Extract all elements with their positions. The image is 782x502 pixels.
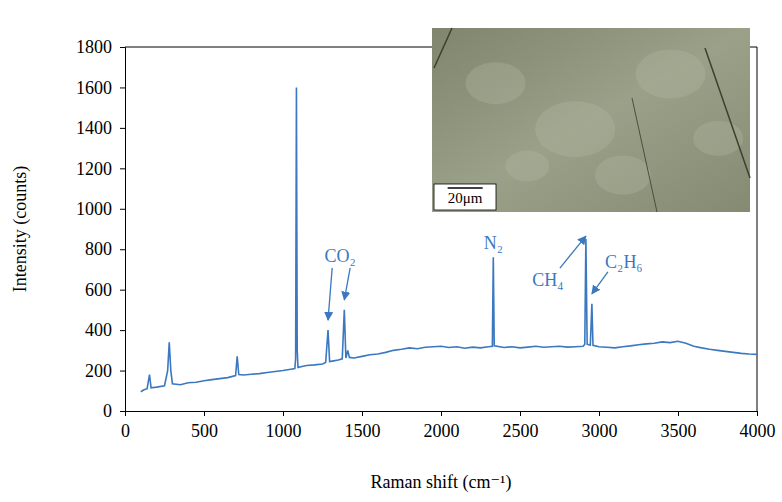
x-tick: 2000 bbox=[424, 411, 460, 441]
y-tick: 200 bbox=[85, 361, 125, 381]
inset-image bbox=[432, 28, 750, 212]
inset-crack bbox=[434, 28, 452, 68]
annotation-label: N₂ bbox=[484, 233, 503, 253]
x-axis: 0 500 1000 1500 2000 2500 3000 3500 4000 bbox=[121, 411, 776, 441]
y-tick: 600 bbox=[85, 280, 125, 300]
y-tick: 1000 bbox=[76, 199, 125, 219]
y-tick: 0 bbox=[103, 401, 125, 421]
scale-bar-box bbox=[434, 184, 496, 210]
inset-crack bbox=[705, 48, 750, 178]
y-tick-mark bbox=[120, 330, 125, 331]
x-tick: 1000 bbox=[266, 411, 302, 441]
annotation-arrow bbox=[592, 272, 608, 294]
inset-texture bbox=[535, 101, 615, 157]
x-tick-mark bbox=[204, 411, 205, 416]
y-tick-label: 1800 bbox=[76, 37, 112, 57]
x-axis-line bbox=[126, 412, 758, 417]
y-tick-mark bbox=[120, 371, 125, 372]
y-tick-label: 1200 bbox=[76, 159, 112, 179]
x-tick-label: 1000 bbox=[266, 421, 302, 441]
annotation-label: CO₂ bbox=[325, 246, 356, 266]
annotation-label: CH₄ bbox=[532, 270, 563, 290]
x-tick-label: 1500 bbox=[345, 421, 381, 441]
annotation-label: C₂H₆ bbox=[605, 252, 643, 272]
inset: 20μm bbox=[432, 28, 750, 212]
annotation-arrow bbox=[560, 236, 586, 268]
y-tick-label: 800 bbox=[85, 239, 112, 259]
x-tick-mark bbox=[441, 411, 442, 416]
x-tick-mark bbox=[362, 411, 363, 416]
y-axis: 0 200 400 600 800 1000 1200 1400 1600 1800 bbox=[76, 37, 126, 421]
x-tick-label: 3500 bbox=[661, 421, 697, 441]
annotations: CO₂ N₂ CH₄ C₂H₆ bbox=[325, 233, 643, 320]
y-tick-mark bbox=[120, 290, 125, 291]
y-axis-title: Intensity (counts) bbox=[10, 166, 31, 292]
inset-texture bbox=[595, 156, 651, 195]
inset-crack bbox=[632, 98, 657, 212]
x-tick: 500 bbox=[191, 411, 218, 441]
x-axis-title: Raman shift (cm⁻¹) bbox=[371, 472, 512, 493]
inset-texture bbox=[636, 50, 706, 99]
y-tick: 800 bbox=[85, 239, 125, 259]
annotation-arrow bbox=[328, 268, 332, 320]
x-tick: 3000 bbox=[582, 411, 618, 441]
y-tick: 1200 bbox=[76, 159, 125, 179]
x-tick-label: 4000 bbox=[740, 421, 776, 441]
y-tick-mark bbox=[120, 168, 125, 169]
y-axis-line bbox=[120, 48, 126, 412]
x-tick-label: 2500 bbox=[503, 421, 539, 441]
x-tick: 3500 bbox=[661, 411, 697, 441]
y-tick: 1600 bbox=[76, 78, 125, 98]
y-tick-label: 0 bbox=[103, 401, 112, 421]
x-tick-mark bbox=[283, 411, 284, 416]
y-tick-mark bbox=[120, 249, 125, 250]
x-tick-mark bbox=[520, 411, 521, 416]
scale-bar bbox=[448, 187, 483, 189]
chart: 0 500 1000 1500 2000 2500 3000 3500 4000 0 200 400 6… bbox=[0, 0, 782, 502]
y-tick: 400 bbox=[85, 320, 125, 340]
frame-right bbox=[757, 47, 758, 411]
y-tick-label: 1000 bbox=[76, 199, 112, 219]
x-tick: 0 bbox=[121, 411, 130, 441]
x-tick-label: 0 bbox=[121, 421, 130, 441]
y-tick: 1400 bbox=[76, 118, 125, 138]
annotation-arrow bbox=[344, 268, 350, 300]
y-tick-label: 200 bbox=[85, 361, 112, 381]
y-tick-mark bbox=[120, 411, 125, 412]
x-tick-mark bbox=[599, 411, 600, 416]
y-tick: 1800 bbox=[76, 37, 125, 57]
x-tick-label: 500 bbox=[191, 421, 218, 441]
y-tick-mark bbox=[120, 47, 125, 48]
y-tick-label: 1400 bbox=[76, 118, 112, 138]
x-tick-mark bbox=[678, 411, 679, 416]
y-tick-label: 1600 bbox=[76, 78, 112, 98]
scale-bar-label: 20μm bbox=[448, 190, 483, 206]
x-tick: 1500 bbox=[345, 411, 381, 441]
y-tick-mark bbox=[120, 209, 125, 210]
y-tick-label: 600 bbox=[85, 280, 112, 300]
y-tick-label: 400 bbox=[85, 320, 112, 340]
y-tick-mark bbox=[120, 87, 125, 88]
x-tick: 2500 bbox=[503, 411, 539, 441]
x-tick-label: 3000 bbox=[582, 421, 618, 441]
inset-texture bbox=[466, 62, 526, 104]
inset-texture bbox=[505, 151, 549, 182]
x-tick-mark bbox=[757, 411, 758, 416]
x-tick: 4000 bbox=[740, 411, 776, 441]
x-tick-label: 2000 bbox=[424, 421, 460, 441]
y-tick-mark bbox=[120, 128, 125, 129]
